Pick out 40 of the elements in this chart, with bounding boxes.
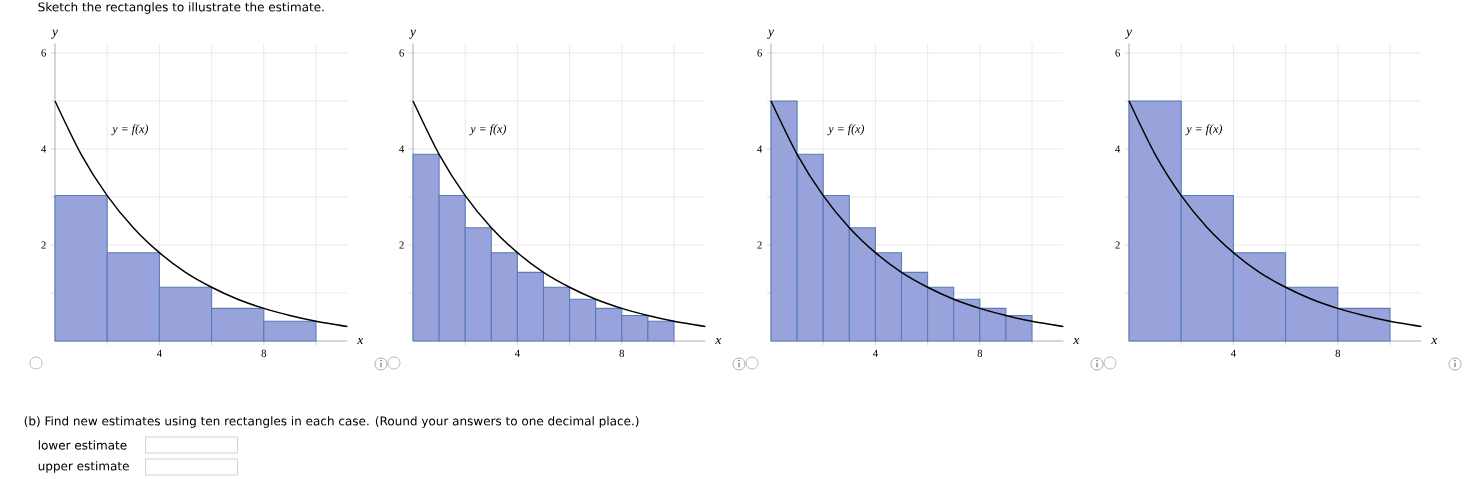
x-tick-label: 8	[619, 349, 625, 357]
x-tick-label: 4	[1230, 349, 1236, 357]
text: lower estimate	[38, 440, 127, 450]
y-tick-label: 2	[41, 241, 46, 249]
line-series	[54, 100, 349, 328]
line-series	[412, 100, 707, 328]
annotation: y = f(x)	[111, 124, 149, 136]
y-tick-label: 4	[41, 145, 47, 153]
x-axis-title: x	[715, 337, 722, 345]
x-tick-label: 4	[514, 349, 520, 357]
x-tick-label: 8	[261, 349, 267, 357]
x-tick-label: 8	[1335, 349, 1341, 357]
text: upper estimate	[38, 461, 129, 473]
y-tick-label: 4	[1115, 145, 1121, 153]
y-tick-label: 6	[41, 49, 46, 57]
y-tick-label: 4	[757, 145, 763, 153]
line-series	[1128, 100, 1423, 328]
x-axis-title: x	[1073, 337, 1080, 345]
x-axis-title: x	[357, 337, 364, 345]
x-tick-label: 8	[977, 349, 983, 357]
x-axis-title: x	[1431, 337, 1438, 345]
line-series	[770, 100, 1065, 328]
y-axis-title: y	[408, 29, 416, 39]
annotation: y = f(x)	[827, 124, 865, 136]
y-tick-label: 2	[399, 241, 404, 249]
x-tick-label: 4	[156, 349, 162, 357]
y-tick-label: 6	[757, 49, 762, 57]
y-tick-label: 6	[399, 49, 404, 57]
annotation: y = f(x)	[1185, 124, 1223, 136]
chart-title: Sketch the rectangles to illustrate the estimate.	[38, 2, 324, 14]
y-tick-label: 2	[1115, 241, 1120, 249]
annotation: y = f(x)	[469, 124, 507, 136]
y-tick-label: 2	[757, 241, 762, 249]
x-tick-label: 4	[872, 349, 878, 357]
y-axis-title: y	[50, 29, 58, 39]
y-axis-title: y	[766, 29, 774, 39]
y-tick-label: 6	[1115, 49, 1120, 57]
y-axis-title: y	[1124, 29, 1132, 39]
text: (b) Find new estimates using ten rectangles in each case. (Round your answers to one decimal place.)	[24, 416, 639, 428]
y-tick-label: 4	[399, 145, 405, 153]
